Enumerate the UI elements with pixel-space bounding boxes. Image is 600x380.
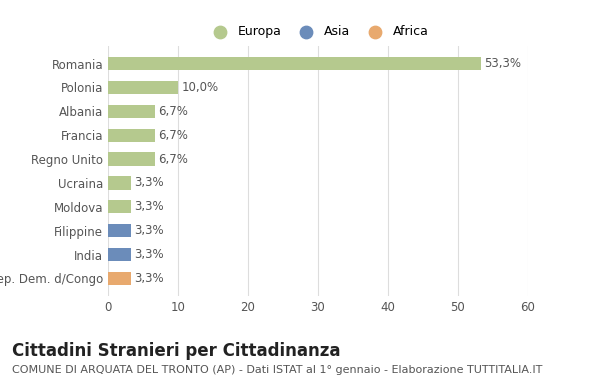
Text: 3,3%: 3,3% bbox=[134, 176, 164, 190]
Bar bbox=[108, 272, 131, 285]
Bar bbox=[108, 176, 131, 190]
Text: 6,7%: 6,7% bbox=[158, 152, 188, 166]
Bar bbox=[108, 200, 131, 214]
Text: COMUNE DI ARQUATA DEL TRONTO (AP) - Dati ISTAT al 1° gennaio - Elaborazione TUTT: COMUNE DI ARQUATA DEL TRONTO (AP) - Dati… bbox=[12, 365, 542, 375]
Legend: Europa, Asia, Africa: Europa, Asia, Africa bbox=[201, 19, 435, 45]
Bar bbox=[108, 248, 131, 261]
Text: 3,3%: 3,3% bbox=[134, 224, 164, 237]
Bar bbox=[108, 128, 155, 142]
Text: 10,0%: 10,0% bbox=[182, 81, 218, 94]
Bar bbox=[108, 105, 155, 118]
Bar bbox=[108, 81, 178, 94]
Text: 6,7%: 6,7% bbox=[158, 105, 188, 118]
Bar bbox=[108, 57, 481, 70]
Text: 3,3%: 3,3% bbox=[134, 272, 164, 285]
Text: 6,7%: 6,7% bbox=[158, 129, 188, 142]
Text: 3,3%: 3,3% bbox=[134, 200, 164, 213]
Text: Cittadini Stranieri per Cittadinanza: Cittadini Stranieri per Cittadinanza bbox=[12, 342, 341, 360]
Text: 53,3%: 53,3% bbox=[485, 57, 521, 70]
Bar bbox=[108, 224, 131, 237]
Bar bbox=[108, 152, 155, 166]
Text: 3,3%: 3,3% bbox=[134, 248, 164, 261]
